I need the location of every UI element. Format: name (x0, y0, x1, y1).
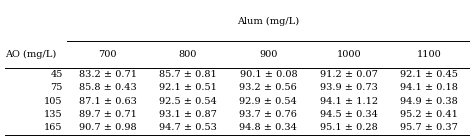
Text: 800: 800 (179, 50, 197, 59)
Text: 135: 135 (44, 110, 63, 119)
Text: 89.7 ± 0.71: 89.7 ± 0.71 (79, 110, 137, 119)
Text: 94.8 ± 0.34: 94.8 ± 0.34 (239, 123, 297, 132)
Text: Alum (mg/L): Alum (mg/L) (237, 17, 300, 26)
Text: 165: 165 (44, 123, 63, 132)
Text: 92.5 ± 0.54: 92.5 ± 0.54 (159, 97, 217, 106)
Text: 900: 900 (259, 50, 278, 59)
Text: 75: 75 (50, 84, 63, 92)
Text: 93.2 ± 0.56: 93.2 ± 0.56 (239, 84, 297, 92)
Text: 700: 700 (99, 50, 117, 59)
Text: 105: 105 (44, 97, 63, 106)
Text: 85.7 ± 0.81: 85.7 ± 0.81 (159, 70, 217, 79)
Text: 87.1 ± 0.63: 87.1 ± 0.63 (79, 97, 137, 106)
Text: 95.7 ± 0.37: 95.7 ± 0.37 (400, 123, 458, 132)
Text: 94.1 ± 1.12: 94.1 ± 1.12 (319, 97, 378, 106)
Text: 45: 45 (50, 70, 63, 79)
Text: 93.1 ± 0.87: 93.1 ± 0.87 (159, 110, 217, 119)
Text: 94.9 ± 0.38: 94.9 ± 0.38 (400, 97, 458, 106)
Text: 93.7 ± 0.76: 93.7 ± 0.76 (239, 110, 297, 119)
Text: 91.2 ± 0.07: 91.2 ± 0.07 (320, 70, 378, 79)
Text: 92.1 ± 0.45: 92.1 ± 0.45 (400, 70, 458, 79)
Text: 94.5 ± 0.34: 94.5 ± 0.34 (320, 110, 378, 119)
Text: 85.8 ± 0.43: 85.8 ± 0.43 (79, 84, 137, 92)
Text: 92.9 ± 0.54: 92.9 ± 0.54 (239, 97, 297, 106)
Text: 1100: 1100 (417, 50, 441, 59)
Text: 95.1 ± 0.28: 95.1 ± 0.28 (320, 123, 378, 132)
Text: 94.7 ± 0.53: 94.7 ± 0.53 (159, 123, 217, 132)
Text: 1000: 1000 (337, 50, 361, 59)
Text: 90.1 ± 0.08: 90.1 ± 0.08 (239, 70, 297, 79)
Text: 92.1 ± 0.51: 92.1 ± 0.51 (159, 84, 217, 92)
Text: 83.2 ± 0.71: 83.2 ± 0.71 (79, 70, 137, 79)
Text: 94.1 ± 0.18: 94.1 ± 0.18 (400, 84, 458, 92)
Text: 93.9 ± 0.73: 93.9 ± 0.73 (320, 84, 378, 92)
Text: 90.7 ± 0.98: 90.7 ± 0.98 (79, 123, 137, 132)
Text: AO (mg/L): AO (mg/L) (5, 50, 56, 59)
Text: 95.2 ± 0.41: 95.2 ± 0.41 (400, 110, 458, 119)
